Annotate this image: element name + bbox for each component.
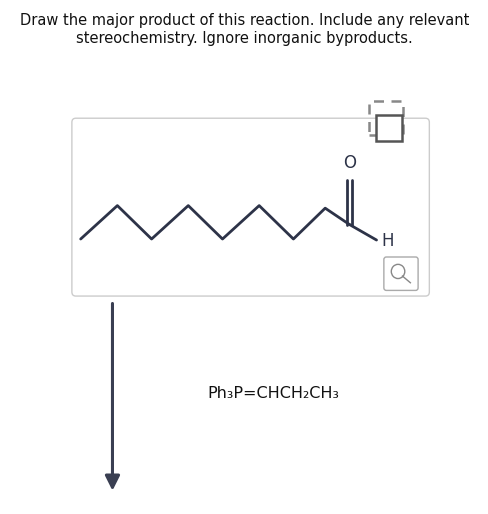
FancyBboxPatch shape: [72, 118, 428, 296]
Bar: [368, 101, 403, 135]
Bar: [375, 115, 402, 141]
Text: H: H: [381, 232, 393, 250]
FancyBboxPatch shape: [383, 257, 417, 290]
Text: Draw the major product of this reaction. Include any relevant: Draw the major product of this reaction.…: [20, 13, 468, 28]
Text: stereochemistry. Ignore inorganic byproducts.: stereochemistry. Ignore inorganic byprod…: [76, 31, 412, 46]
Bar: [375, 115, 402, 141]
Text: Ph₃P=CHCH₂CH₃: Ph₃P=CHCH₂CH₃: [207, 386, 339, 401]
Text: O: O: [343, 154, 355, 172]
